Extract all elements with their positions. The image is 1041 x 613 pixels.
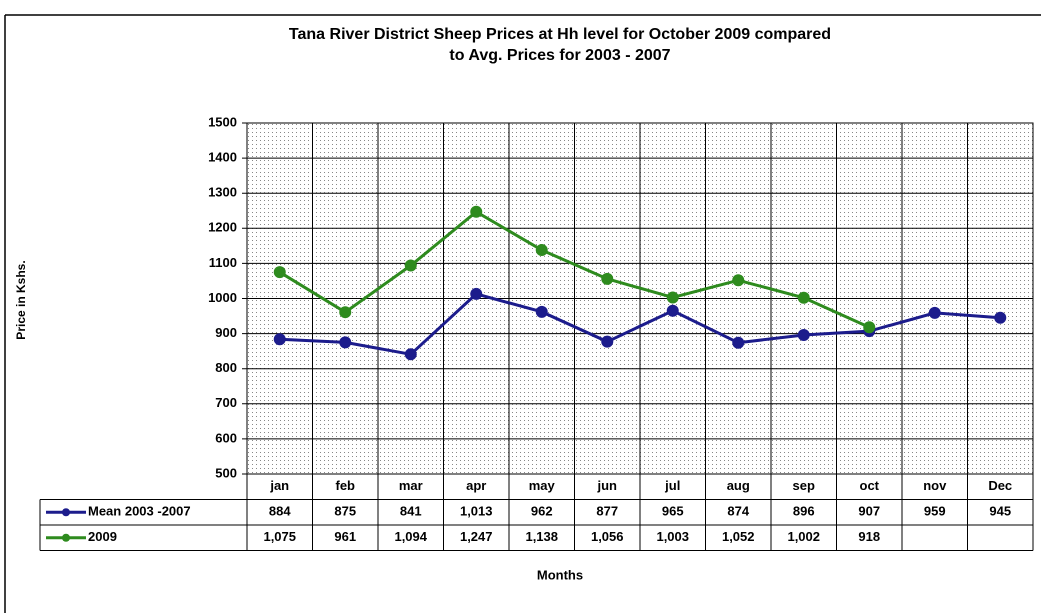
table-value: 918 [858, 529, 880, 544]
table-value: 962 [531, 504, 553, 519]
y-tick-label: 600 [215, 430, 237, 445]
series-line [279, 292, 1001, 356]
point [404, 348, 417, 361]
table-value: 1,013 [460, 504, 493, 519]
point [863, 321, 876, 334]
table-value: 1,094 [394, 529, 427, 544]
y-tick-label: 1400 [208, 150, 237, 165]
table-value: 945 [989, 504, 1011, 519]
x-tick-label: Dec [988, 478, 1012, 493]
point [666, 304, 679, 317]
point [797, 329, 810, 342]
point [470, 287, 483, 300]
point [797, 291, 810, 304]
point [273, 266, 286, 279]
x-tick-label: jan [269, 478, 289, 493]
x-axis-label: Months [537, 567, 583, 582]
table-value: 959 [924, 504, 946, 519]
table-value: 1,056 [591, 529, 624, 544]
point [339, 306, 352, 319]
point [535, 244, 548, 257]
legend-swatch [62, 533, 70, 542]
legend-label: 2009 [88, 529, 117, 544]
point [535, 305, 548, 318]
x-tick-label: nov [923, 478, 947, 493]
y-tick-label: 1500 [208, 114, 237, 129]
y-tick-label: 1200 [208, 220, 237, 235]
point [404, 259, 417, 272]
x-tick-label: sep [793, 478, 815, 493]
x-tick-label: feb [336, 478, 356, 493]
point [928, 306, 941, 319]
table-value: 884 [269, 504, 291, 519]
table-value: 874 [727, 504, 749, 519]
point [273, 333, 286, 346]
table-value: 1,052 [722, 529, 755, 544]
table-value: 841 [400, 504, 422, 519]
chart-title: to Avg. Prices for 2003 - 2007 [449, 47, 670, 64]
table-value: 1,002 [787, 529, 820, 544]
point [732, 274, 745, 287]
x-tick-label: apr [466, 478, 486, 493]
x-tick-label: jul [664, 478, 680, 493]
x-tick-label: aug [727, 478, 750, 493]
point [732, 336, 745, 349]
chart-title: Tana River District Sheep Prices at Hh l… [289, 26, 831, 43]
x-tick-label: mar [399, 478, 423, 493]
y-tick-label: 700 [215, 395, 237, 410]
legend-label: Mean 2003 -2007 [88, 504, 191, 519]
legend-swatch [62, 508, 70, 517]
x-tick-label: oct [860, 478, 880, 493]
series-line [278, 209, 870, 329]
table-value: 1,003 [656, 529, 689, 544]
point [339, 336, 352, 349]
y-tick-label: 500 [215, 465, 237, 480]
y-axis-label: Price in Kshs. [14, 260, 28, 339]
table-value: 1,075 [263, 529, 296, 544]
point [666, 291, 679, 304]
y-tick-label: 1300 [208, 185, 237, 200]
table-value: 1,138 [525, 529, 558, 544]
y-tick-label: 900 [215, 325, 237, 340]
point [994, 311, 1007, 324]
x-tick-label: jun [597, 478, 618, 493]
table-value: 965 [662, 504, 684, 519]
table-value: 961 [334, 529, 356, 544]
point [470, 205, 483, 218]
y-tick-label: 1100 [209, 255, 237, 270]
point [601, 272, 614, 285]
table-value: 877 [596, 504, 618, 519]
y-tick-label: 800 [215, 360, 237, 375]
table-value: 896 [793, 504, 815, 519]
table-value: 875 [334, 504, 356, 519]
y-tick-label: 1000 [208, 290, 237, 305]
frame [4, 14, 1041, 613]
table-value: 1,247 [460, 529, 493, 544]
point [601, 335, 614, 348]
x-tick-label: may [529, 478, 556, 493]
table-value: 907 [858, 504, 880, 519]
